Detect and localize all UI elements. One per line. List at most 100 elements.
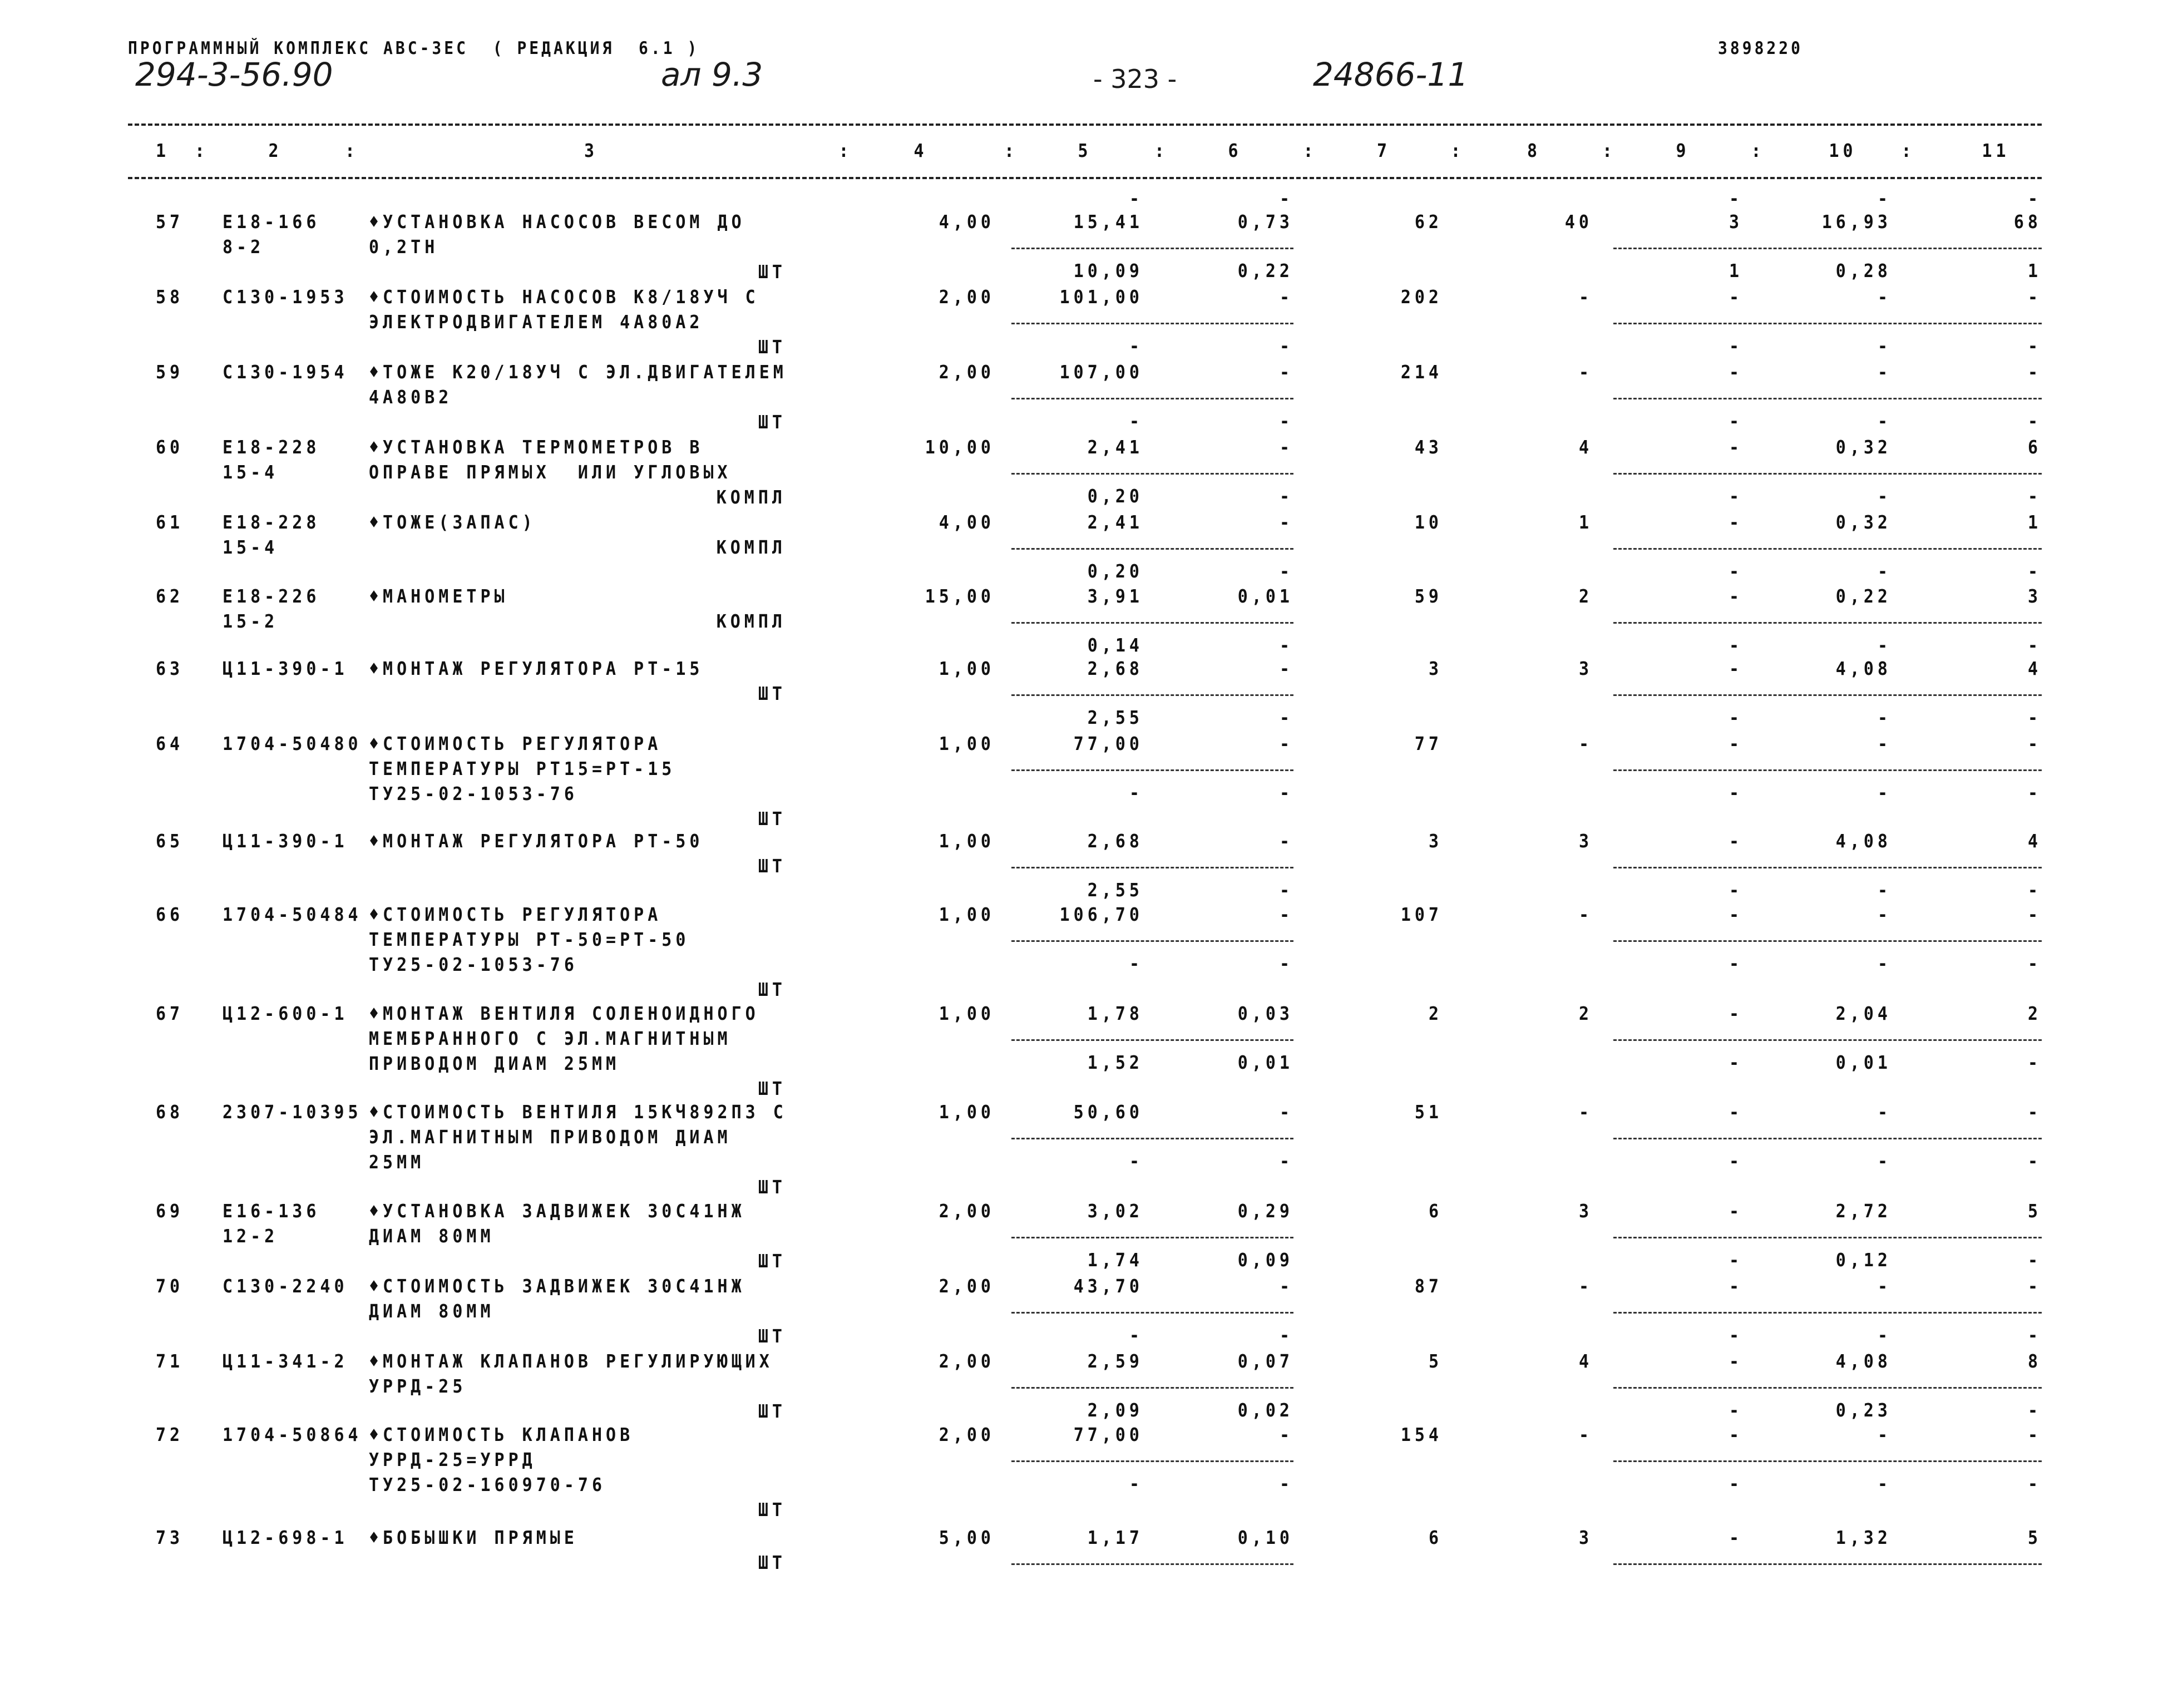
value-c7: 43 [1414, 437, 1443, 458]
sub-value-c6: - [1279, 486, 1293, 507]
sub-value-c6: - [1279, 335, 1293, 357]
value-c6: - [1279, 287, 1293, 308]
value-c10: - [1877, 904, 1892, 926]
value-c5: 2,41 [1087, 437, 1143, 458]
item-code: 1704-50480 [223, 733, 362, 755]
value-c10: - [1877, 1275, 1892, 1297]
sub-value-c10: - [1877, 953, 1892, 975]
value-c8: 1 [1578, 512, 1593, 534]
separator-dashes [1011, 548, 1293, 550]
value-c9: 3 [1729, 211, 1743, 233]
value-c9: - [1729, 1527, 1743, 1549]
value-c4: 15,00 [925, 585, 995, 608]
sub-value-c10: - [1877, 335, 1892, 357]
sub-value-c9: - [1729, 561, 1743, 583]
value-c6: - [1279, 733, 1293, 755]
sub-value-c11: - [2027, 1473, 2042, 1495]
value-c10: - [1877, 1424, 1892, 1446]
value-c7: 77 [1414, 733, 1443, 755]
sub-value-c6: - [1279, 1324, 1293, 1346]
value-c11: 4 [2027, 830, 2042, 852]
column-header-5: 5 [1078, 140, 1092, 162]
item-description: ДИАМ 80ММ [369, 1225, 495, 1247]
value-c5: 43,70 [1073, 1275, 1143, 1297]
sub-value-c10: 0,12 [1835, 1249, 1892, 1271]
sub-value-c9: - [1729, 782, 1743, 804]
item-number: 65 [156, 830, 184, 852]
sub-value-c10: 0,23 [1835, 1399, 1892, 1421]
sub-value-c5: 1,52 [1087, 1052, 1143, 1074]
item-description: ТЕМПЕРАТУРЫ РТ15=РТ-15 [369, 758, 676, 780]
value-c6: 0,10 [1237, 1527, 1293, 1549]
value-c7: 214 [1400, 362, 1443, 383]
separator-dashes [1011, 621, 1293, 624]
item-unit: ШТ [758, 1325, 786, 1347]
item-description: ♦УСТАНОВКА ЗАДВИЖЕК 30С41НЖ [369, 1200, 745, 1222]
item-unit: ШТ [758, 337, 786, 358]
item-description: ЭЛЕКТРОДВИГАТЕЛЕМ 4А80А2 [369, 312, 704, 333]
value-c8: 2 [1578, 585, 1593, 608]
item-description: ♦СТОИМОСТЬ КЛАПАНОВ [369, 1424, 634, 1446]
value-c5: 2,68 [1087, 658, 1143, 680]
item-description: ♦СТОИМОСТЬ ЗАДВИЖЕК 30С41НЖ [369, 1275, 745, 1297]
separator-dashes [1613, 1236, 2042, 1238]
sub-value-c5: - [1129, 1473, 1143, 1495]
value-c5: 1,17 [1087, 1527, 1143, 1549]
value-c6: 0,29 [1237, 1200, 1293, 1222]
carryover-c6: - [1279, 187, 1293, 210]
separator-dashes [1613, 866, 2042, 868]
value-c5: 3,02 [1087, 1200, 1143, 1222]
sub-value-c10: - [1877, 411, 1892, 432]
value-c9: - [1729, 658, 1743, 680]
item-number: 68 [156, 1102, 184, 1123]
item-number: 66 [156, 904, 184, 926]
value-c7: 6 [1428, 1527, 1443, 1549]
column-separator: : [1901, 140, 1915, 162]
sub-value-c6: - [1279, 411, 1293, 432]
item-description: ♦ТОЖЕ К20/18УЧ С ЭЛ.ДВИГАТЕЛЕМ [369, 362, 787, 383]
value-c5: 106,70 [1059, 904, 1143, 926]
doc-number: 3898220 [1718, 38, 1804, 58]
column-separator: : [1602, 140, 1617, 162]
separator-dashes [1613, 248, 2042, 249]
column-separator: : [345, 140, 359, 162]
sub-value-c11: - [2027, 561, 2042, 583]
item-description: ♦СТОИМОСТЬ РЕГУЛЯТОРА [369, 904, 662, 926]
item-code: 15-4 [223, 462, 279, 483]
value-c8: - [1578, 1102, 1593, 1123]
item-code: E18-228 [223, 437, 320, 458]
value-c6: 0,03 [1237, 1003, 1293, 1025]
item-number: 57 [156, 211, 184, 233]
value-c10: 2,04 [1835, 1003, 1892, 1025]
item-unit: ШТ [758, 1499, 786, 1521]
sub-value-c5: 2,55 [1087, 879, 1143, 901]
column-separator: : [838, 140, 853, 162]
item-description: ПРИВОДОМ ДИАМ 25ММ [369, 1053, 620, 1075]
value-c7: 59 [1414, 585, 1443, 608]
item-unit: ШТ [758, 1552, 786, 1574]
value-c4: 2,00 [939, 1350, 995, 1373]
column-header-2: 2 [268, 140, 283, 162]
item-unit: ШТ [758, 683, 786, 705]
column-separator: : [1004, 140, 1019, 162]
value-c4: 1,00 [939, 658, 995, 680]
sub-value-c10: - [1877, 782, 1892, 804]
column-header-9: 9 [1676, 140, 1690, 162]
value-c4: 2,00 [939, 287, 995, 308]
item-description: ♦УСТАНОВКА ТЕРМОМЕТРОВ В [369, 437, 704, 458]
value-c11: - [2027, 287, 2042, 308]
sub-value-c11: - [2027, 953, 2042, 975]
sub-value-c5: 0,20 [1087, 561, 1143, 583]
separator-dashes [1011, 1311, 1293, 1314]
value-c6: - [1279, 437, 1293, 458]
sub-value-c5: - [1129, 953, 1143, 975]
item-unit: ШТ [758, 979, 786, 1001]
value-c4: 2,00 [939, 1275, 995, 1297]
item-number: 70 [156, 1275, 184, 1297]
value-c10: 2,72 [1835, 1200, 1892, 1222]
value-c9: - [1729, 1003, 1743, 1025]
sub-value-c11: - [2027, 1151, 2042, 1172]
sub-value-c5: - [1129, 1324, 1143, 1346]
value-c5: 3,91 [1087, 585, 1143, 608]
value-c7: 10 [1414, 512, 1443, 534]
